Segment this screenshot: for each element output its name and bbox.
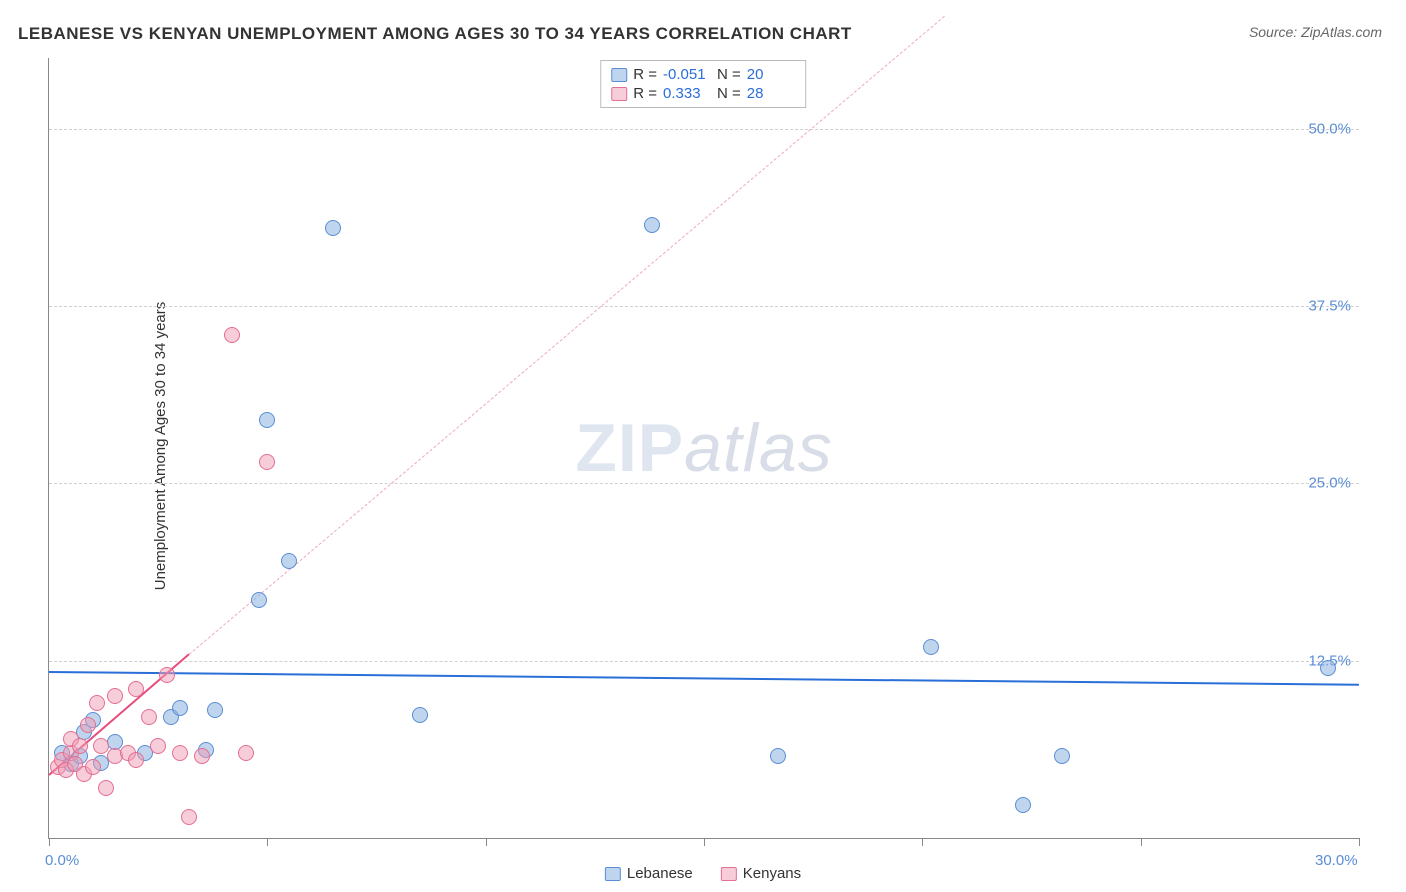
gridline [49,661,1359,662]
data-point [224,327,240,343]
data-point [98,780,114,796]
swatch-blue-icon [605,867,621,881]
data-point [85,759,101,775]
data-point [181,809,197,825]
swatch-blue-icon [611,68,627,82]
data-point [159,667,175,683]
swatch-pink-icon [611,87,627,101]
n-label: N = [717,66,741,83]
gridline [49,306,1359,307]
data-point [251,592,267,608]
r-label: R = [633,85,657,102]
watermark: ZIPatlas [575,409,832,487]
data-point [238,745,254,761]
data-point [107,688,123,704]
x-tick [486,838,487,846]
source-attribution: Source: ZipAtlas.com [1249,24,1382,40]
n-value: 20 [747,66,795,83]
trend-line [49,671,1359,686]
y-tick-label: 25.0% [1308,475,1351,492]
x-tick [1141,838,1142,846]
data-point [128,752,144,768]
n-value: 28 [747,85,795,102]
x-tick-label: 0.0% [45,852,79,869]
legend-label: Kenyans [743,865,801,882]
gridline [49,129,1359,130]
watermark-zip: ZIP [575,410,684,486]
r-value: -0.051 [663,66,711,83]
x-tick [49,838,50,846]
stats-row-lebanese: R = -0.051 N = 20 [611,65,795,84]
scatter-plot: ZIPatlas 12.5%25.0%37.5%50.0%0.0%30.0% [48,58,1359,839]
legend-item-kenyans: Kenyans [721,865,801,882]
data-point [923,639,939,655]
data-point [72,738,88,754]
r-value: 0.333 [663,85,711,102]
data-point [172,700,188,716]
data-point [89,695,105,711]
correlation-stats-box: R = -0.051 N = 20 R = 0.333 N = 28 [600,60,806,108]
data-point [259,412,275,428]
n-label: N = [717,85,741,102]
data-point [207,702,223,718]
data-point [281,553,297,569]
data-point [644,217,660,233]
stats-row-kenyans: R = 0.333 N = 28 [611,84,795,103]
data-point [80,717,96,733]
watermark-atlas: atlas [684,410,833,486]
legend-label: Lebanese [627,865,693,882]
data-point [1015,797,1031,813]
swatch-pink-icon [721,867,737,881]
data-point [259,454,275,470]
x-tick [704,838,705,846]
data-point [1320,660,1336,676]
gridline [49,483,1359,484]
data-point [194,748,210,764]
x-tick [1359,838,1360,846]
chart-title: LEBANESE VS KENYAN UNEMPLOYMENT AMONG AG… [18,24,852,44]
legend-item-lebanese: Lebanese [605,865,693,882]
data-point [770,748,786,764]
y-tick-label: 37.5% [1308,298,1351,315]
data-point [141,709,157,725]
data-point [325,220,341,236]
data-point [150,738,166,754]
trend-line [188,16,944,655]
r-label: R = [633,66,657,83]
y-tick-label: 50.0% [1308,120,1351,137]
data-point [128,681,144,697]
x-tick [922,838,923,846]
data-point [172,745,188,761]
data-point [1054,748,1070,764]
x-tick [267,838,268,846]
x-tick-label: 30.0% [1315,852,1358,869]
bottom-legend: Lebanese Kenyans [605,865,801,882]
data-point [412,707,428,723]
